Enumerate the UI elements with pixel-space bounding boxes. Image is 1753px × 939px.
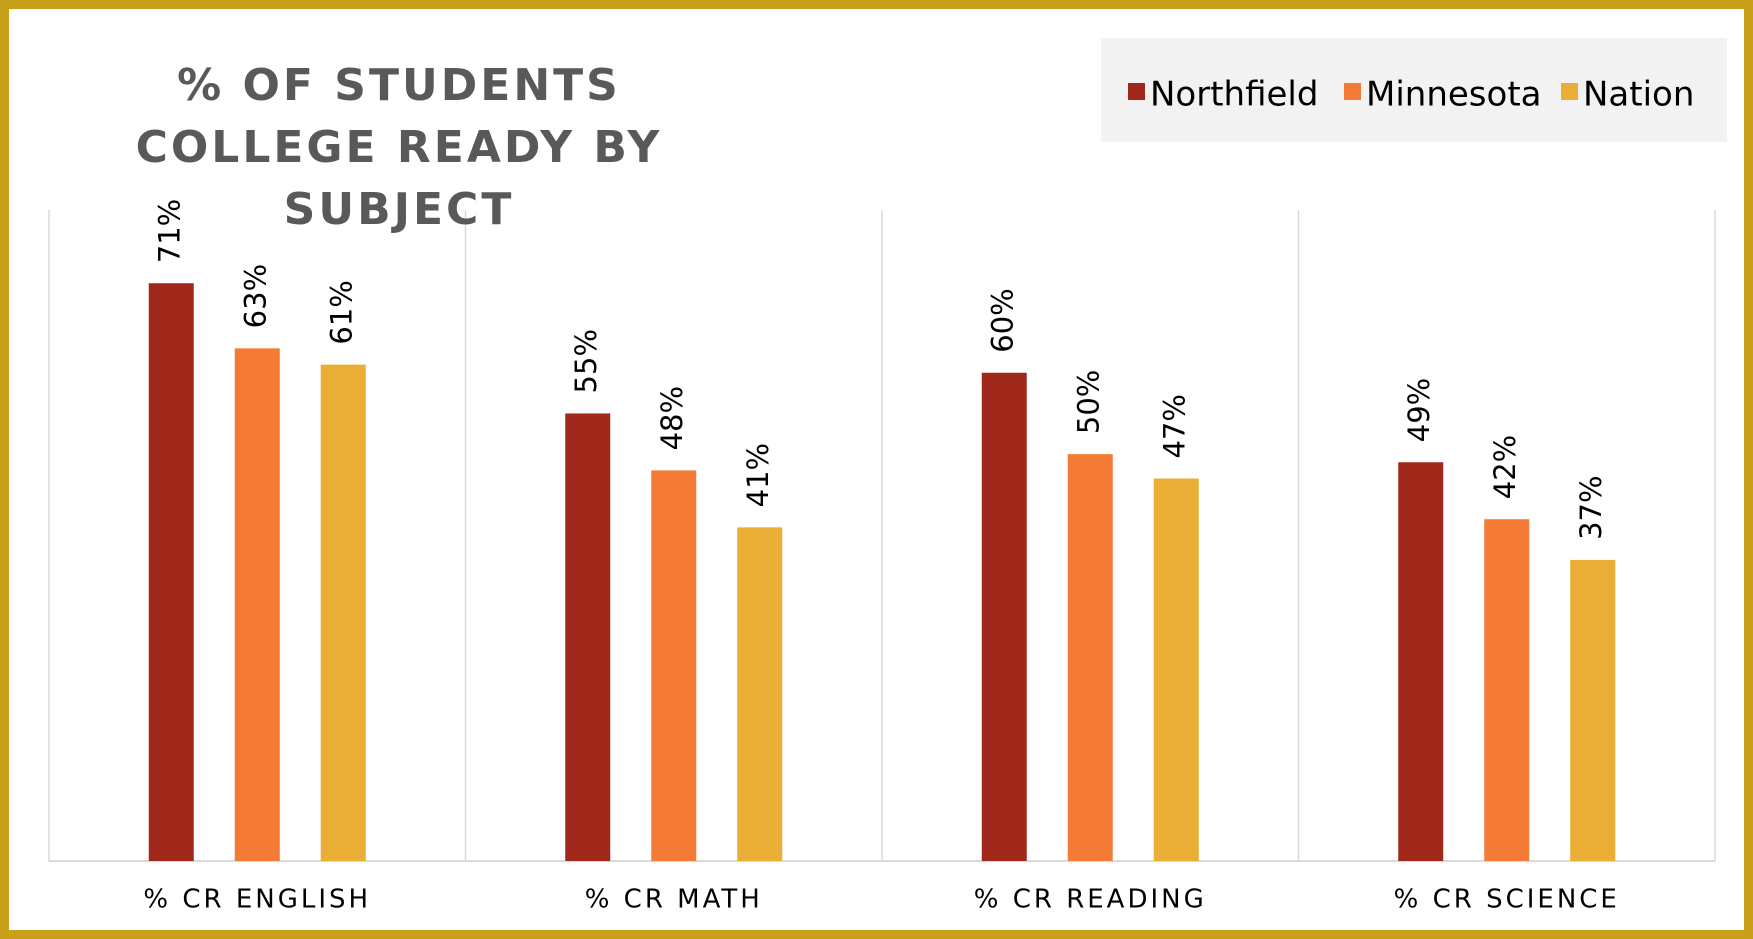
data-label: 63% xyxy=(238,264,272,328)
bar xyxy=(651,470,697,861)
bar xyxy=(1153,478,1199,861)
data-label: 48% xyxy=(655,386,689,450)
bar xyxy=(1570,559,1616,861)
data-label: 41% xyxy=(741,443,775,507)
bar xyxy=(1067,454,1113,861)
data-label: 42% xyxy=(1488,435,1522,499)
bar xyxy=(565,413,611,861)
legend-label: Northfield xyxy=(1150,75,1318,115)
data-label: 61% xyxy=(324,280,358,344)
legend-swatch xyxy=(1561,83,1578,100)
bar xyxy=(1484,519,1530,861)
bar xyxy=(737,527,783,861)
legend-box xyxy=(1101,38,1727,142)
bar xyxy=(234,348,280,861)
x-tick-label: % CR MATH xyxy=(585,885,763,915)
legend-swatch xyxy=(1344,83,1361,100)
chart-title: % OF STUDENTS COLLEGE READY BY SUBJECT xyxy=(135,60,663,235)
data-label: 49% xyxy=(1402,378,1436,442)
legend-label: Nation xyxy=(1583,75,1694,115)
legend-label: Minnesota xyxy=(1366,75,1541,115)
data-label: 47% xyxy=(1157,394,1191,458)
data-label: 55% xyxy=(569,329,603,393)
data-label: 71% xyxy=(152,199,186,263)
bar xyxy=(1398,462,1444,861)
x-tick-label: % CR SCIENCE xyxy=(1394,885,1620,915)
x-tick-label: % CR ENGLISH xyxy=(143,885,371,915)
data-label: 37% xyxy=(1574,475,1608,539)
bar xyxy=(148,283,194,861)
bar xyxy=(981,372,1027,861)
x-tick-label: % CR READING xyxy=(974,885,1207,915)
data-label: 50% xyxy=(1071,370,1105,434)
legend-swatch xyxy=(1128,83,1145,100)
data-label: 60% xyxy=(985,288,1019,352)
bar xyxy=(320,364,366,861)
